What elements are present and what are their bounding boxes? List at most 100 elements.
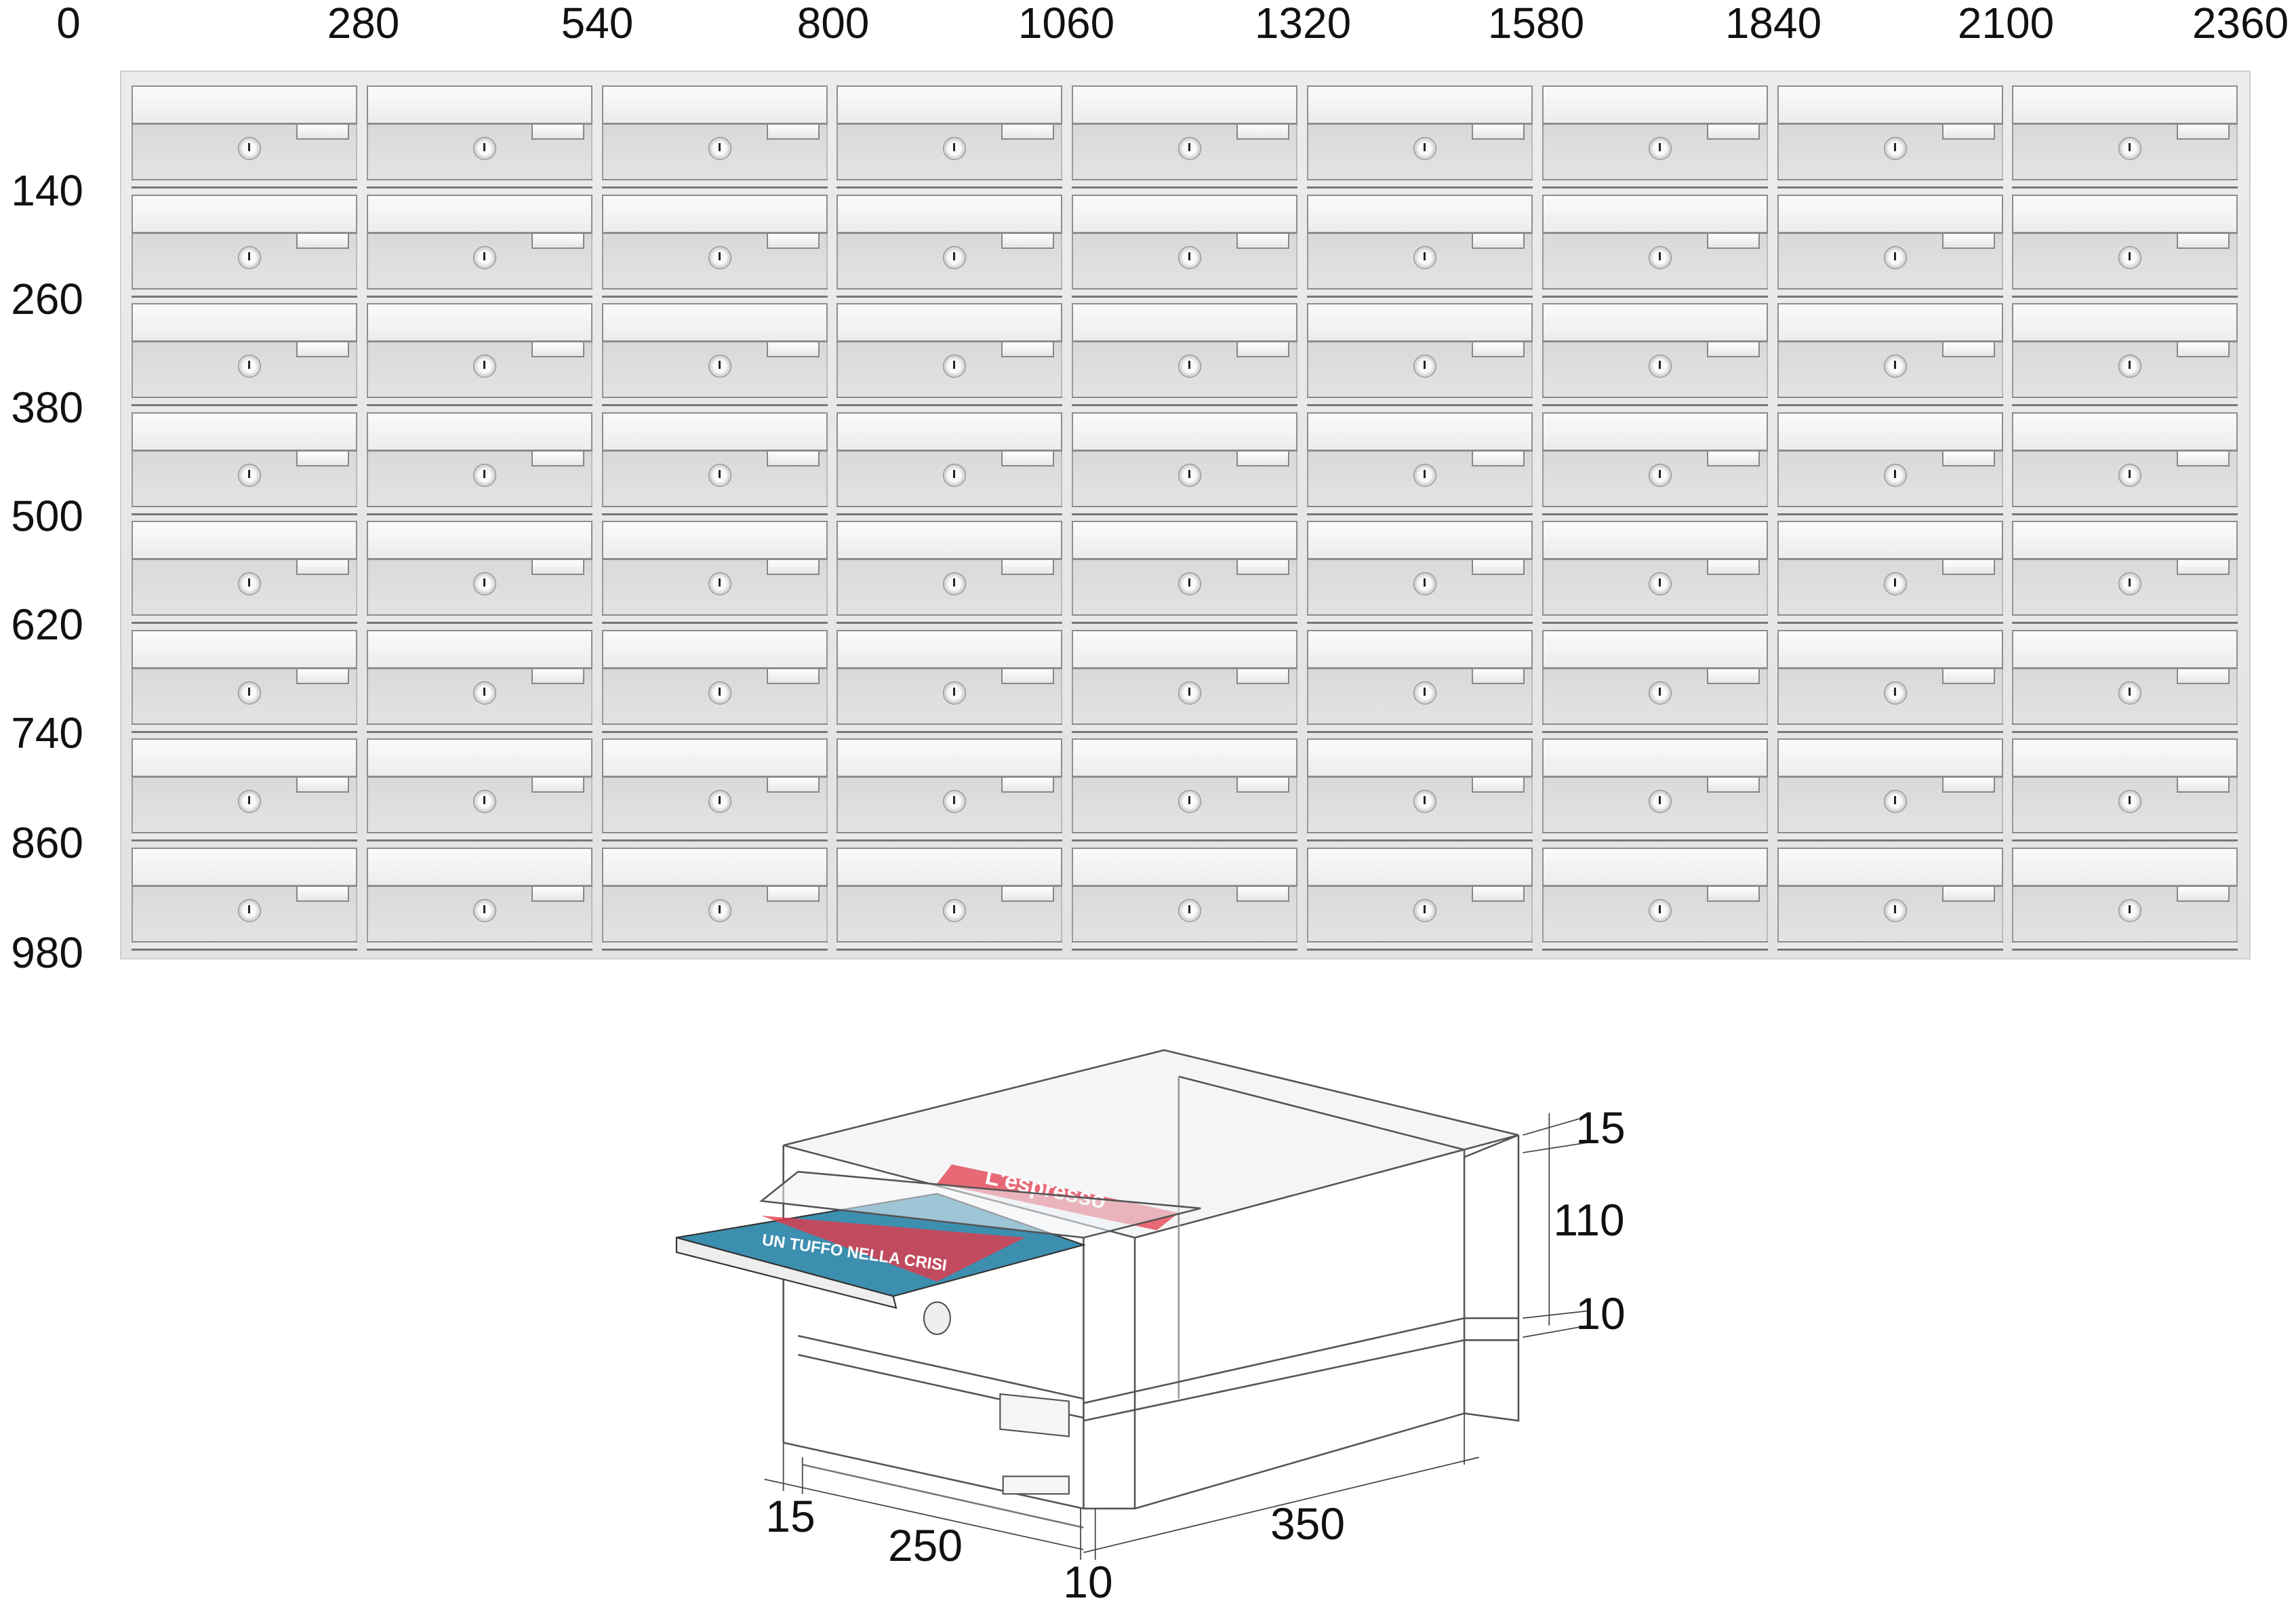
mailbox-name-plate (837, 194, 1063, 234)
mailbox (132, 85, 357, 189)
key-lock-icon (1178, 137, 1202, 160)
mailbox (601, 847, 828, 951)
mailbox-name-plate (132, 85, 357, 125)
left-axis-label: 740 (11, 709, 83, 757)
mailbox (1307, 412, 1533, 515)
mailbox-name-plate (2012, 629, 2238, 669)
mailbox (366, 847, 592, 951)
name-tag (531, 125, 584, 140)
mailbox (601, 521, 828, 624)
key-lock-icon (238, 137, 261, 160)
mailbox (1072, 194, 1298, 298)
left-axis-label: 380 (11, 383, 83, 432)
name-tag (999, 1393, 1070, 1437)
name-tag (1472, 669, 1525, 684)
mailbox-bottom-strip (837, 287, 1063, 298)
mailbox (837, 194, 1063, 298)
mailbox (601, 412, 828, 515)
dim-depth: 350 (1270, 1499, 1346, 1549)
mailbox-door (1542, 342, 1768, 397)
mailbox-door (837, 125, 1063, 179)
key-lock-icon (1648, 355, 1672, 378)
name-tag (2177, 342, 2230, 357)
name-tag (766, 451, 820, 467)
mailbox-name-plate (1542, 85, 1768, 125)
mailbox-door (1307, 669, 1533, 723)
mailbox-bottom-strip (1072, 397, 1298, 406)
mailbox-bottom-strip (1777, 614, 2003, 624)
mailbox (1072, 738, 1298, 841)
mailbox-door (1542, 886, 1768, 941)
name-tag (766, 778, 820, 793)
mailbox-bottom-strip (1072, 287, 1298, 298)
name-tag (531, 669, 584, 684)
name-tag (296, 886, 349, 902)
name-tag (1236, 451, 1290, 467)
mailbox-name-plate (366, 629, 592, 669)
mailbox-name-plate (132, 412, 357, 452)
mailbox-bottom-strip (1542, 723, 1768, 733)
mailbox-door (2012, 125, 2238, 179)
mailbox (2012, 412, 2238, 515)
mailbox-door (837, 886, 1063, 941)
key-lock-icon (1413, 790, 1436, 813)
mailbox-bottom-strip (366, 505, 592, 515)
name-tag (766, 886, 820, 902)
mailbox-door (366, 560, 592, 614)
mailbox-door (1072, 451, 1298, 506)
mailbox-name-plate (1542, 194, 1768, 234)
mailbox-door (1072, 669, 1298, 723)
name-tag (1941, 125, 1995, 140)
mailbox-bottom-strip (1307, 940, 1533, 951)
mailbox-name-plate (837, 412, 1063, 452)
key-lock-icon (1648, 463, 1672, 487)
key-lock-icon (1413, 572, 1436, 595)
mailbox-bottom-strip (132, 505, 357, 515)
mailbox-bottom-strip (1542, 832, 1768, 841)
mailbox-bottom-strip (366, 397, 592, 406)
key-lock-icon (1883, 681, 1907, 705)
mailbox (366, 521, 592, 624)
name-tag (1706, 233, 1760, 249)
bottom-tag (1002, 1475, 1070, 1495)
mailbox-door (2012, 560, 2238, 614)
mailbox-name-plate (366, 738, 592, 778)
mailbox-door (366, 886, 592, 941)
mailbox-door (2012, 886, 2238, 941)
mailbox-bottom-strip (837, 723, 1063, 733)
dim-front-width: 250 (887, 1520, 963, 1570)
mailbox-door (1542, 778, 1768, 832)
mailbox-name-plate (1777, 412, 2003, 452)
mailbox (1307, 738, 1533, 841)
mailbox-name-plate (132, 847, 357, 887)
mailbox (1777, 194, 2003, 298)
mailbox-name-plate (837, 521, 1063, 560)
mailbox-door (1307, 342, 1533, 397)
name-tag (296, 560, 349, 575)
mailbox-bottom-strip (2012, 940, 2238, 951)
mailbox-door (837, 342, 1063, 397)
mailbox-bottom-strip (1542, 614, 1768, 624)
mailbox-door (601, 669, 828, 723)
mailbox-bottom-strip (132, 832, 357, 841)
top-axis-label: 1580 (1487, 0, 1585, 47)
key-lock-icon (708, 898, 731, 922)
mailbox (837, 85, 1063, 189)
mailbox-bottom-strip (1307, 723, 1533, 733)
mailbox-door (1777, 560, 2003, 614)
key-lock-icon (1178, 790, 1202, 813)
mailbox-name-plate (1307, 629, 1533, 669)
name-tag (1472, 886, 1525, 902)
name-tag (2177, 560, 2230, 575)
key-lock-icon (238, 898, 261, 922)
mailbox (1307, 847, 1533, 951)
mailbox-name-plate (1072, 521, 1298, 560)
name-tag (1472, 233, 1525, 249)
mailbox-name-plate (601, 847, 828, 887)
name-tag (531, 560, 584, 575)
mailbox-door (132, 233, 357, 288)
mailbox-name-plate (1542, 412, 1768, 452)
key-lock-icon (708, 681, 731, 705)
mailbox-door (1777, 669, 2003, 723)
name-tag (531, 886, 584, 902)
